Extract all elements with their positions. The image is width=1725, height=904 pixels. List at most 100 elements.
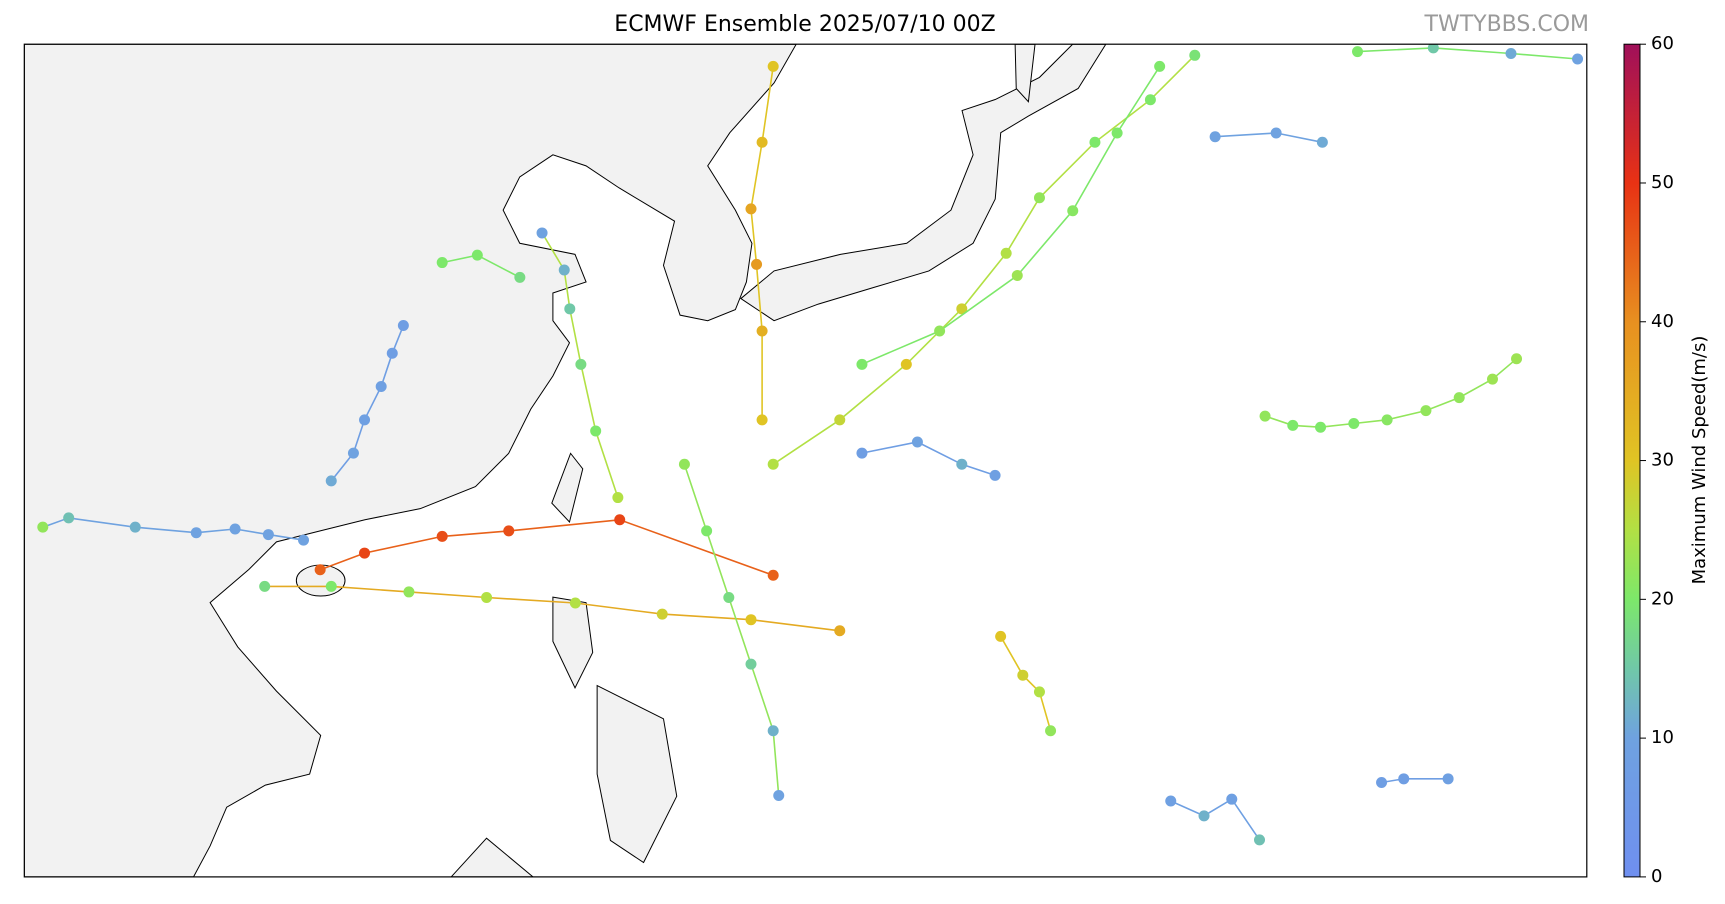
track-point xyxy=(436,530,448,542)
track-point xyxy=(37,521,49,533)
track-point xyxy=(503,525,515,537)
track-point xyxy=(190,527,202,539)
track-point xyxy=(397,319,409,331)
track-point xyxy=(701,525,713,537)
land xyxy=(24,44,1107,877)
track-point xyxy=(569,597,581,609)
colorbar-label: Maximum Wind Speed(m/s) xyxy=(1689,336,1710,585)
track-point xyxy=(767,725,779,737)
track-point xyxy=(911,436,923,448)
track-point xyxy=(1154,60,1166,72)
colorbar-tick-label: 60 xyxy=(1651,33,1674,54)
track-point xyxy=(956,458,968,470)
track-point xyxy=(745,658,757,670)
track-point xyxy=(1381,414,1393,426)
track-point xyxy=(1209,131,1221,143)
track-point xyxy=(1259,410,1271,422)
track-point xyxy=(745,614,757,626)
track-point xyxy=(1442,773,1454,785)
track-point xyxy=(325,580,337,592)
track-point xyxy=(63,512,75,524)
track-point xyxy=(229,523,241,535)
track-point xyxy=(1270,127,1282,139)
track-point xyxy=(1144,94,1156,106)
track-point xyxy=(558,264,570,276)
track-point xyxy=(1316,136,1328,148)
track-point xyxy=(259,580,271,592)
track-point xyxy=(756,414,768,426)
track-point xyxy=(1045,725,1057,737)
track-point xyxy=(1226,793,1238,805)
track-line xyxy=(319,518,774,577)
track-point xyxy=(614,514,626,526)
track-point xyxy=(1000,247,1012,259)
colorbar-tick-label: 50 xyxy=(1651,172,1674,193)
track-point xyxy=(375,381,387,393)
track-point xyxy=(536,227,548,239)
track-point xyxy=(1111,127,1123,139)
track-point xyxy=(403,586,415,598)
track-point xyxy=(298,534,310,546)
track-point xyxy=(1198,810,1210,822)
track-point xyxy=(347,447,359,459)
track-point xyxy=(1033,686,1045,698)
track-line xyxy=(861,441,996,477)
track-point xyxy=(934,325,946,337)
track-point xyxy=(1017,669,1029,681)
colorbar-tick-label: 10 xyxy=(1651,727,1674,748)
watermark: TWTYBBS.COM xyxy=(1424,12,1589,37)
track-point xyxy=(612,492,624,504)
track-point xyxy=(359,414,371,426)
track-point xyxy=(575,358,587,370)
track-point xyxy=(1189,49,1201,61)
track-line xyxy=(1357,47,1578,60)
track-point xyxy=(471,249,483,261)
track-point xyxy=(1352,46,1364,58)
track-point xyxy=(900,358,912,370)
track-point xyxy=(1453,392,1465,404)
track-point xyxy=(995,630,1007,642)
track-point xyxy=(1315,421,1327,433)
track-point xyxy=(262,529,274,541)
colorbar-tick-label: 20 xyxy=(1651,588,1674,609)
tracks xyxy=(37,44,1584,846)
track-point xyxy=(773,789,785,801)
track-point xyxy=(1376,777,1388,789)
track-point xyxy=(1505,47,1517,59)
mindanao xyxy=(596,684,678,864)
track-point xyxy=(436,257,448,269)
track-point xyxy=(386,347,398,359)
track-point xyxy=(856,358,868,370)
track-point xyxy=(1427,44,1439,54)
track-point xyxy=(1067,205,1079,217)
track-line xyxy=(541,232,619,498)
track-line xyxy=(683,464,780,796)
track-point xyxy=(756,136,768,148)
track-line xyxy=(999,635,1052,731)
track-point xyxy=(1398,773,1410,785)
taiwan xyxy=(551,452,584,523)
track-point xyxy=(656,608,668,620)
track-point xyxy=(767,60,779,72)
track-point xyxy=(1511,353,1523,365)
track-point xyxy=(1572,53,1584,65)
track-line xyxy=(750,66,774,420)
colorbar-tick-label: 40 xyxy=(1651,311,1674,332)
track-point xyxy=(956,303,968,315)
mainland xyxy=(24,44,797,877)
track-point xyxy=(1348,418,1360,430)
track-point xyxy=(1089,136,1101,148)
track-point xyxy=(989,469,1001,481)
track-point xyxy=(1486,373,1498,385)
colorbar-tick-label: 30 xyxy=(1651,450,1674,471)
track-point xyxy=(325,475,337,487)
track-point xyxy=(745,203,757,215)
track-point xyxy=(359,547,371,559)
colorbar xyxy=(1623,43,1641,878)
map-frame xyxy=(23,43,1588,878)
track-point xyxy=(564,303,576,315)
colorbar-tick-label: 0 xyxy=(1651,866,1662,887)
track-point xyxy=(756,325,768,337)
